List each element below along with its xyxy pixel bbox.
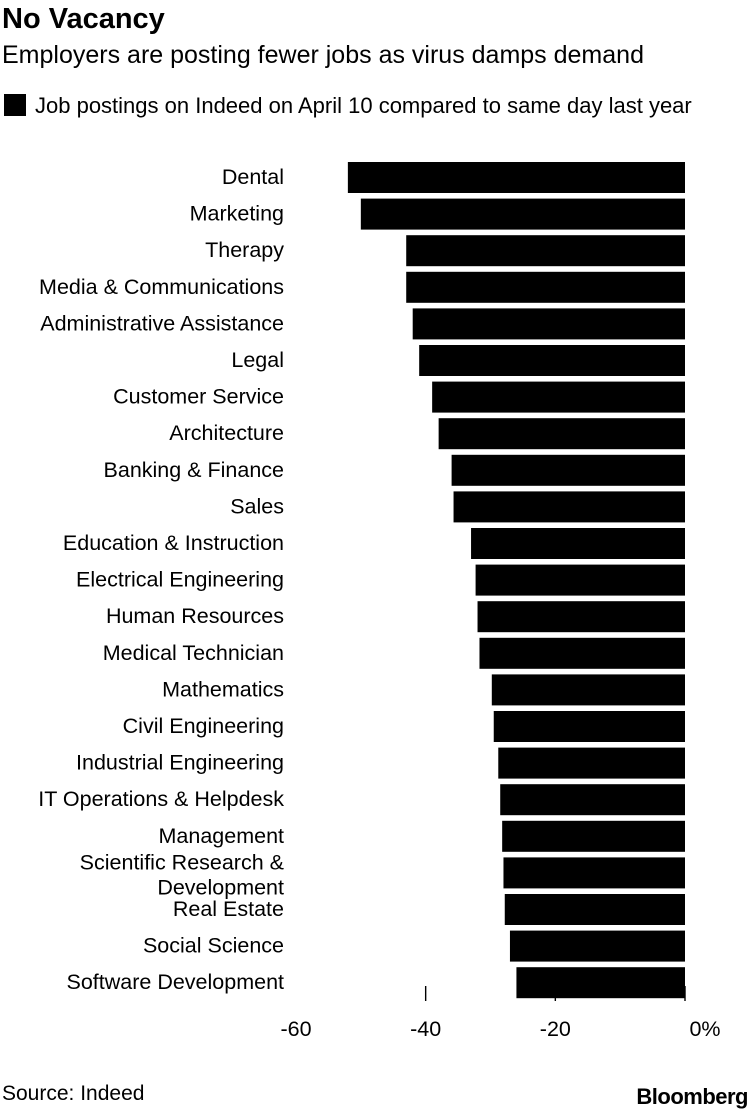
bar [406, 235, 685, 267]
bar [438, 418, 685, 450]
category-label: Social Science [143, 934, 284, 958]
bar [347, 162, 685, 193]
bar [453, 491, 685, 523]
category-label: Management [159, 824, 285, 848]
x-tick-label: -60 [280, 1017, 311, 1041]
bar [503, 857, 685, 889]
x-tick-label: -40 [410, 1017, 441, 1041]
bar [502, 820, 685, 852]
category-label: Mathematics [162, 677, 284, 701]
bar [504, 894, 685, 925]
category-label: IT Operations & Helpdesk [38, 787, 284, 811]
bar [451, 454, 685, 486]
bar [471, 528, 685, 559]
category-label: Electrical Engineering [76, 568, 284, 592]
bar [419, 345, 685, 376]
x-tick-label: -20 [540, 1017, 571, 1041]
source-note: Source: Indeed [2, 1082, 145, 1105]
category-label: Software Development [67, 970, 285, 994]
legend-swatch [4, 94, 26, 116]
bar [491, 674, 685, 706]
category-label: Architecture [169, 421, 284, 445]
category-label: Sales [230, 494, 284, 518]
bar [477, 601, 685, 633]
bar [498, 747, 685, 779]
category-label: Medical Technician [103, 641, 284, 665]
bar [493, 711, 685, 742]
bar [360, 198, 685, 230]
bar [432, 381, 685, 413]
bar [475, 564, 685, 596]
chart-subtitle: Employers are posting fewer jobs as viru… [2, 41, 644, 69]
category-label: Human Resources [106, 604, 284, 628]
category-label: Media & Communications [39, 275, 284, 299]
category-label: Civil Engineering [123, 714, 284, 738]
legend: Job postings on Indeed on April 10 compa… [4, 90, 744, 121]
category-label: Customer Service [113, 385, 284, 409]
category-label: Legal [231, 348, 284, 372]
bar [509, 930, 685, 962]
category-label: Scientific Research & Development [80, 850, 284, 899]
bar [500, 784, 685, 816]
legend-label: Job postings on Indeed on April 10 compa… [35, 93, 692, 118]
category-label: Marketing [190, 202, 284, 226]
bar [479, 637, 685, 669]
category-label: Banking & Finance [104, 458, 284, 482]
bar [412, 308, 685, 340]
bar [406, 271, 685, 303]
category-label: Dental [222, 165, 284, 189]
category-label: Industrial Engineering [76, 751, 284, 775]
x-tick-label: 0% [689, 1017, 720, 1041]
category-label: Administrative Assistance [40, 311, 284, 335]
bar [516, 967, 685, 999]
category-label: Therapy [205, 238, 284, 262]
category-label: Education & Instruction [63, 531, 284, 555]
chart-title: No Vacancy [2, 3, 165, 35]
bloomberg-logo: Bloomberg [636, 1084, 748, 1109]
category-label: Real Estate [173, 897, 284, 921]
